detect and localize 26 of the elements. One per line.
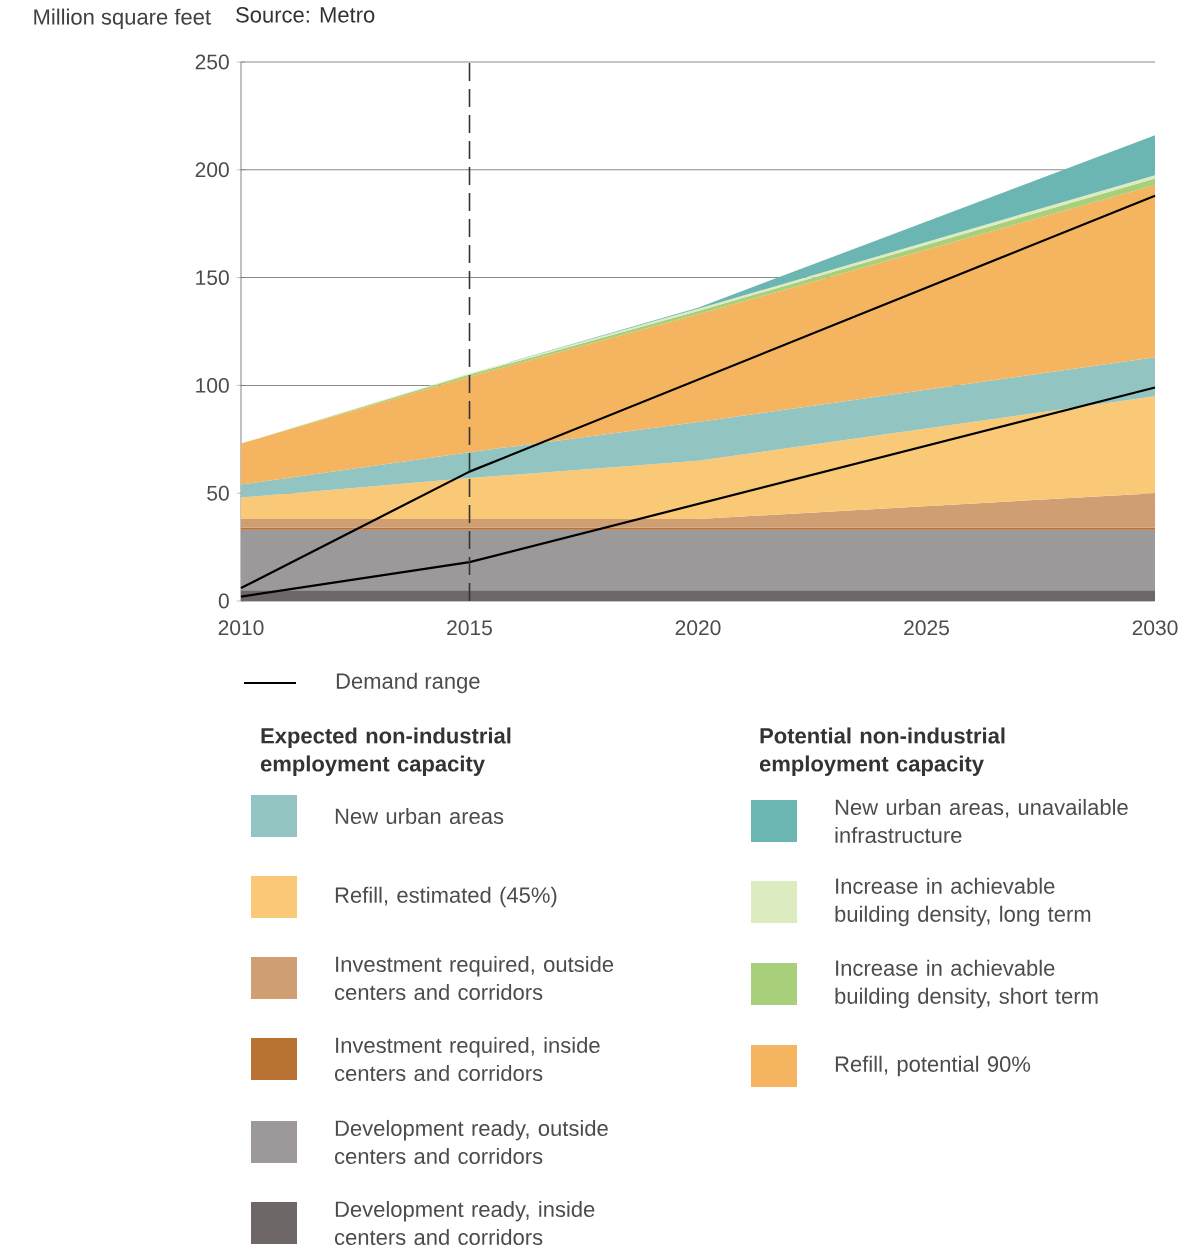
legend-label: Investment required, outside centers and corridors (335, 955, 614, 1001)
text: Expected non-industrial employment capacity (260, 727, 511, 776)
legend-label: Increase in achievable building density, long term (835, 877, 1091, 927)
x-tick-label: 2015 (447, 620, 492, 636)
y-tick-label: 0 (218, 593, 229, 609)
y-tick-label: 100 (196, 377, 229, 393)
y-tick-label: 250 (195, 54, 229, 70)
source-note: Source: Metro (236, 7, 375, 23)
legend-label: New urban areas, unavailable infrastructure (835, 798, 1128, 844)
x-tick-label: 2010 (218, 620, 264, 636)
y-tick-label: 200 (195, 162, 229, 178)
y-tick-label: 50 (207, 485, 229, 501)
legend-label: Development ready, inside centers and corridors (335, 1200, 595, 1246)
text: Potential non-industrial employment capacity (759, 727, 1005, 776)
legend-label: Development ready, outside centers and corridors (335, 1119, 608, 1165)
legend-label: Investment required, inside centers and corridors (335, 1036, 600, 1082)
y-axis-title: Million square feet (34, 8, 211, 30)
legend-label: Increase in achievable building density, short term (835, 959, 1098, 1009)
x-tick-label: 2025 (904, 620, 949, 636)
legend-label: Refill, potential 90% (835, 1055, 1031, 1077)
legend-label: Refill, estimated (45%) (335, 886, 557, 908)
x-tick-label: 2020 (675, 620, 721, 636)
x-tick-label: 2030 (1132, 620, 1178, 636)
legend-label: New urban areas (335, 807, 504, 825)
y-tick-label: 150 (196, 270, 229, 286)
legend-label: Demand range (336, 672, 480, 694)
